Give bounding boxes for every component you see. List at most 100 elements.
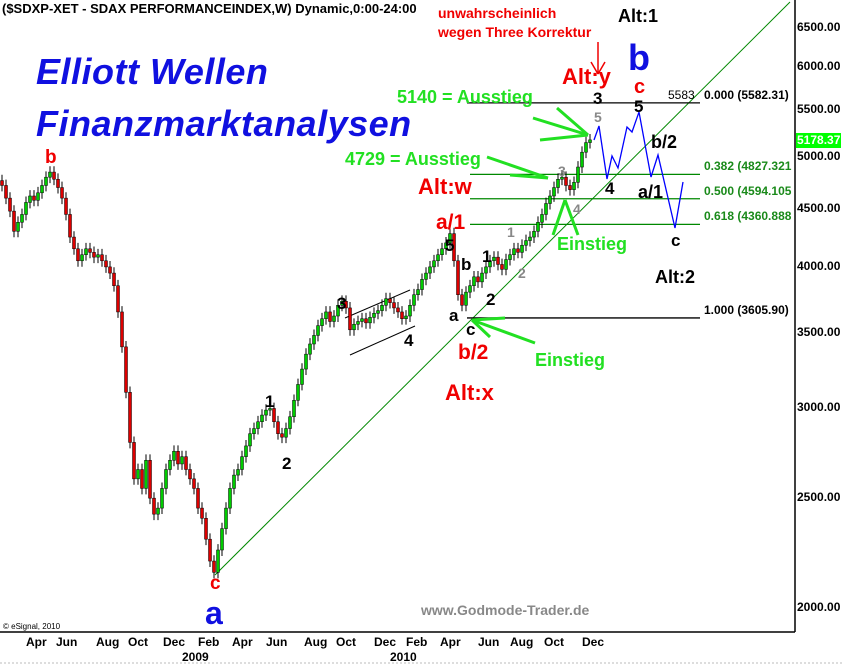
candle: [352, 318, 356, 336]
candle-body: [96, 254, 100, 258]
green-arrows: [470, 106, 589, 345]
candle-body: [364, 318, 368, 324]
candle: [388, 292, 392, 309]
candle-body: [72, 236, 76, 250]
candle: [340, 295, 344, 312]
candle-body: [476, 276, 480, 283]
label-c-proj: c: [671, 231, 681, 250]
candle-body: [472, 276, 476, 286]
candle-body: [548, 195, 552, 204]
candle: [504, 253, 508, 276]
fib-label: 0.618 (4360.888: [704, 209, 792, 224]
candle-body: [380, 305, 384, 311]
candle-body: [76, 248, 80, 262]
candle-body: [288, 416, 292, 429]
candle-body: [0, 180, 4, 186]
y-tick-label: 5000.00: [797, 149, 841, 164]
y-tick-label: 3500.00: [797, 324, 841, 339]
candle: [404, 310, 408, 325]
candle: [140, 463, 144, 495]
fib-label: 1.000 (3605.90): [704, 302, 789, 317]
candle-body: [108, 266, 112, 274]
candle: [188, 463, 192, 485]
candle: [216, 544, 220, 579]
candle-body: [484, 266, 488, 274]
candle-body: [456, 260, 460, 295]
candle-body: [508, 254, 512, 260]
candle-body: [388, 298, 392, 303]
candle: [576, 161, 580, 189]
candle-body: [104, 260, 108, 268]
candle-body: [260, 414, 264, 423]
candle: [320, 312, 324, 332]
candle: [180, 450, 184, 470]
y-tick-label: 4500.00: [797, 200, 841, 215]
candle-body: [28, 195, 32, 203]
candle: [232, 469, 236, 495]
candle: [360, 312, 364, 328]
fib-label: 0.000 (5582.31): [704, 87, 789, 102]
candle: [88, 242, 92, 259]
candle-body: [568, 185, 572, 190]
candle: [124, 340, 128, 399]
candle-body: [172, 451, 176, 461]
candle-body: [20, 214, 24, 223]
fib-extra-label: 5583: [668, 88, 695, 102]
candle: [528, 231, 532, 247]
candle-body: [216, 549, 220, 573]
label-1-left: 1: [265, 392, 275, 411]
candle-body: [244, 445, 248, 457]
copyright: © eSignal, 2010: [3, 622, 61, 631]
candle: [64, 192, 68, 221]
chart-title: ($SDXP-XET - SDAX PERFORMANCEINDEX,W) Dy…: [2, 1, 417, 16]
candle: [532, 225, 536, 244]
candle: [96, 248, 100, 264]
candle: [452, 227, 456, 267]
candle-body: [132, 442, 136, 480]
label-exit-4729: 4729 = Ausstieg: [345, 149, 481, 169]
candle: [496, 251, 500, 271]
y-tick-label: 6000.00: [797, 59, 841, 74]
label-2-mid: 2: [486, 290, 496, 309]
candle: [508, 248, 512, 266]
candle-body: [124, 346, 128, 393]
candle: [172, 445, 176, 467]
label-5-gray: 5: [594, 109, 602, 125]
candle: [384, 292, 388, 312]
candle: [588, 134, 592, 149]
candle-body: [8, 197, 12, 212]
candle: [544, 197, 548, 221]
y-tick-label: 2500.00: [797, 490, 841, 505]
candle-body: [512, 248, 516, 255]
candle-body: [432, 260, 436, 268]
candle: [284, 422, 288, 444]
candle-body: [560, 176, 564, 180]
candle-body: [444, 242, 448, 250]
candle-body: [308, 343, 312, 355]
projection-path: [593, 109, 684, 229]
candle: [156, 502, 160, 521]
candle: [380, 299, 384, 317]
candle: [420, 273, 424, 296]
label-b2-red: b/2: [458, 341, 489, 364]
candle-body: [92, 252, 96, 258]
candle-body: [88, 248, 92, 253]
fib-label: 0.500 (4594.105: [704, 183, 792, 198]
label-3-gray: 3: [558, 163, 566, 179]
red-down-arrow: [590, 42, 606, 75]
candle-body: [120, 311, 124, 348]
candle-body: [540, 214, 544, 223]
candle: [164, 463, 168, 495]
candle-body: [436, 254, 440, 262]
candle-body: [184, 456, 188, 470]
candle: [488, 254, 492, 273]
candle: [584, 136, 588, 159]
candle-body: [240, 456, 244, 470]
candle: [392, 296, 396, 314]
candle: [252, 422, 256, 440]
candle-body: [564, 176, 568, 186]
candle-body: [60, 187, 64, 199]
x-year-label: 2010: [390, 650, 417, 664]
label-5-mid: 5: [445, 236, 455, 255]
candle: [160, 482, 164, 515]
